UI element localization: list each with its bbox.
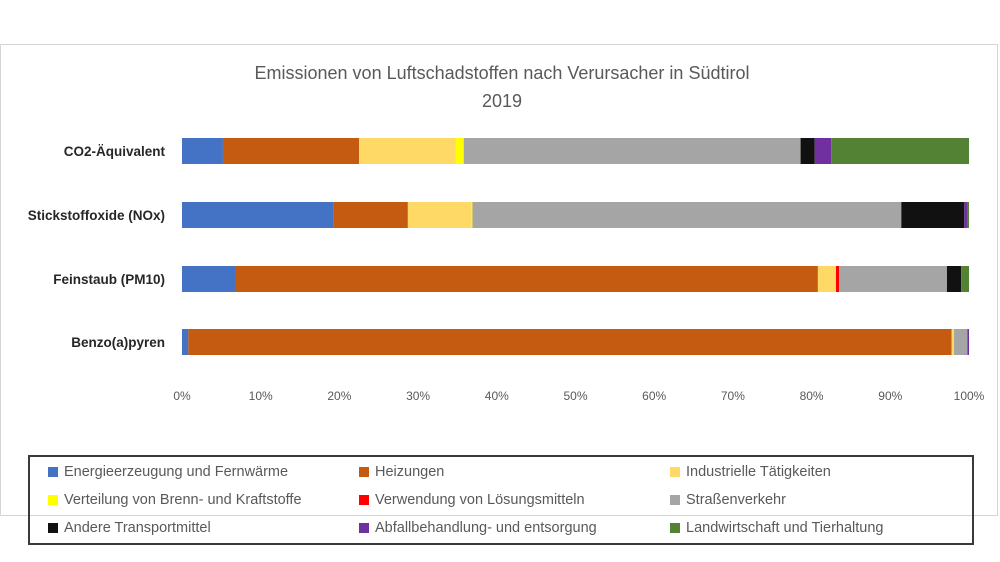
x-tick-label: 90%: [878, 389, 902, 403]
legend-label: Landwirtschaft und Tierhaltung: [686, 520, 884, 536]
bar-segment-stickstoffoxide-nox-andere-transportmittel: [901, 202, 965, 228]
legend-label: Abfallbehandlung- und entsorgung: [375, 520, 597, 536]
x-axis-tick-labels: 0% 10% 20% 30% 40% 50% 60% 70% 80% 90% 100%: [173, 389, 984, 403]
legend-swatch: [48, 467, 58, 477]
bar-segment-feinstaub-pm10-industrielle-t-tigkeiten: [817, 266, 836, 292]
bar-segment-stickstoffoxide-nox-energieerzeugung-und-fernw-rme: [182, 202, 334, 228]
legend-swatch: [670, 523, 680, 533]
x-tick-label: 30%: [406, 389, 430, 403]
legend-label: Andere Transportmittel: [64, 520, 211, 536]
x-tick-label: 10%: [249, 389, 273, 403]
bar-segment-benzo-a-pyren-industrielle-t-tigkeiten: [951, 329, 955, 355]
x-tick-label: 40%: [485, 389, 509, 403]
bar-segment-co2-quivalent-stra-enverkehr: [463, 138, 801, 164]
x-tick-label: 60%: [642, 389, 666, 403]
x-tick-label: 70%: [721, 389, 745, 403]
legend-item-energieerzeugung-und-fernw-rme: Energieerzeugung und Fernwärme: [48, 462, 288, 482]
x-tick-label: 100%: [954, 389, 985, 403]
bar-segment-co2-quivalent-verteilung-von-brenn-und-kraftstoffe: [455, 138, 464, 164]
legend-swatch: [48, 495, 58, 505]
chart-title: Emissionen von Luftschadstoffen nach Ver…: [255, 63, 750, 83]
bar-segment-stickstoffoxide-nox-stra-enverkehr: [472, 202, 902, 228]
legend-label: Straßenverkehr: [686, 492, 786, 508]
bar-segment-feinstaub-pm10-heizungen: [235, 266, 818, 292]
bar-segment-feinstaub-pm10-andere-transportmittel: [946, 266, 962, 292]
legend-swatch: [670, 495, 680, 505]
bar-segment-benzo-a-pyren-heizungen: [188, 329, 952, 355]
category-label: CO2-Äquivalent: [64, 144, 166, 159]
bar-segment-co2-quivalent-abfallbehandlung-und-entsorgung: [814, 138, 832, 164]
bar-segment-feinstaub-pm10-verwendung-von-l-sungsmitteln: [835, 266, 840, 292]
bar-segment-co2-quivalent-industrielle-t-tigkeiten: [359, 138, 456, 164]
legend-label: Energieerzeugung und Fernwärme: [64, 464, 289, 480]
bar-segment-stickstoffoxide-nox-verteilung-von-brenn-und-kraftstoffe: [471, 202, 473, 228]
legend-label: Heizungen: [375, 464, 445, 480]
legend-swatch: [48, 523, 58, 533]
bar-segment-co2-quivalent-andere-transportmittel: [800, 138, 815, 164]
bar-segment-co2-quivalent-heizungen: [222, 138, 360, 164]
bar-segment-stickstoffoxide-nox-heizungen: [333, 202, 408, 228]
bar-segment-co2-quivalent-energieerzeugung-und-fernw-rme: [182, 138, 223, 164]
legend-swatch: [359, 467, 369, 477]
bar-segment-feinstaub-pm10-stra-enverkehr: [839, 266, 947, 292]
bar-segment-stickstoffoxide-nox-landwirtschaft-und-tierhaltung: [967, 202, 969, 228]
legend-swatch: [670, 467, 680, 477]
legend-label: Verwendung von Lösungsmitteln: [375, 492, 585, 508]
legend-item-verwendung-von-l-sungsmitteln: Verwendung von Lösungsmitteln: [359, 490, 585, 510]
bar-segment-stickstoffoxide-nox-abfallbehandlung-und-entsorgung: [964, 202, 968, 228]
bars-group: [182, 138, 969, 355]
bar-segment-benzo-a-pyren-abfallbehandlung-und-entsorgung: [967, 329, 969, 355]
legend-item-landwirtschaft-und-tierhaltung: Landwirtschaft und Tierhaltung: [670, 518, 884, 538]
legend-item-stra-enverkehr: Straßenverkehr: [670, 490, 786, 510]
chart-subtitle: 2019: [482, 91, 522, 111]
bar-segment-stickstoffoxide-nox-industrielle-t-tigkeiten: [407, 202, 472, 228]
x-tick-label: 20%: [327, 389, 351, 403]
category-label: Feinstaub (PM10): [53, 272, 165, 287]
legend-label: Industrielle Tätigkeiten: [686, 464, 831, 480]
legend-item-heizungen: Heizungen: [359, 462, 444, 482]
chart-frame: Emissionen von Luftschadstoffen nach Ver…: [0, 44, 998, 545]
x-tick-label: 50%: [563, 389, 587, 403]
legend-swatch: [359, 495, 369, 505]
bar-segment-feinstaub-pm10-energieerzeugung-und-fernw-rme: [182, 266, 236, 292]
legend: Energieerzeugung und Fernwärme Heizungen I…: [28, 455, 974, 545]
category-label: Benzo(a)pyren: [71, 335, 165, 350]
legend-item-abfallbehandlung-und-entsorgung: Abfallbehandlung- und entsorgung: [359, 518, 597, 538]
bar-segment-benzo-a-pyren-stra-enverkehr: [954, 329, 968, 355]
legend-item-verteilung-von-brenn-und-kraftstoffe: Verteilung von Brenn- und Kraftstoffe: [48, 490, 302, 510]
x-tick-label: 0%: [173, 389, 191, 403]
bar-segment-feinstaub-pm10-landwirtschaft-und-tierhaltung: [961, 266, 969, 292]
legend-swatch: [359, 523, 369, 533]
x-tick-label: 80%: [800, 389, 824, 403]
legend-item-industrielle-t-tigkeiten: Industrielle Tätigkeiten: [670, 462, 831, 482]
stacked-bar-chart: Emissionen von Luftschadstoffen nach Ver…: [28, 63, 985, 403]
bar-segment-co2-quivalent-landwirtschaft-und-tierhaltung: [831, 138, 969, 164]
bar-segment-benzo-a-pyren-energieerzeugung-und-fernw-rme: [182, 329, 189, 355]
category-label: Stickstoffoxide (NOx): [28, 208, 165, 223]
category-labels: CO2-Äquivalent Stickstoffoxide (NOx) Feins…: [28, 144, 166, 350]
legend-label: Verteilung von Brenn- und Kraftstoffe: [64, 492, 302, 508]
legend-item-andere-transportmittel: Andere Transportmittel: [48, 518, 211, 538]
